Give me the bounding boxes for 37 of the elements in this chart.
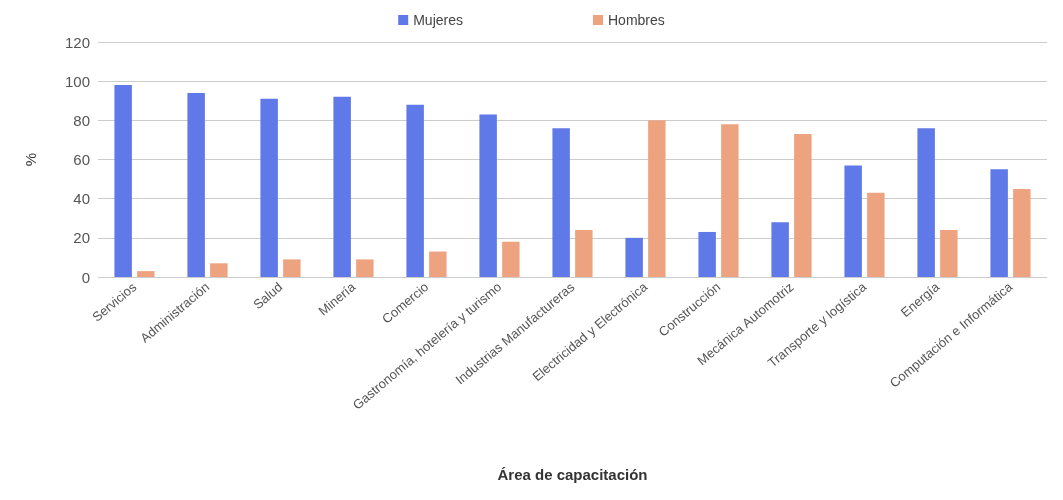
bar <box>1013 188 1031 277</box>
y-tick-label: 60 <box>73 151 90 168</box>
y-axis-title: % <box>22 152 39 167</box>
y-tick-label: 40 <box>73 190 90 208</box>
bar <box>867 192 885 277</box>
bar <box>721 124 739 277</box>
bar <box>356 259 374 277</box>
bar <box>114 85 132 277</box>
bar <box>794 134 812 277</box>
bar <box>502 241 520 277</box>
bar <box>479 114 497 277</box>
bar <box>333 96 351 277</box>
bar <box>771 222 789 277</box>
bar <box>406 104 424 277</box>
bar <box>210 263 228 277</box>
bar <box>648 120 666 277</box>
bar <box>429 251 447 277</box>
x-axis-title: Área de capacitación <box>497 466 648 483</box>
y-tick-label: 0 <box>81 268 90 286</box>
bar <box>844 165 862 277</box>
legend-label: Mujeres <box>413 12 463 28</box>
y-tick-label: 120 <box>64 33 90 51</box>
bar <box>283 259 301 277</box>
bar <box>137 271 155 277</box>
bar <box>187 92 205 277</box>
bar <box>552 128 570 277</box>
y-tick-label: 100 <box>64 72 90 90</box>
bar <box>990 169 1008 277</box>
bar <box>260 98 278 277</box>
y-tick-label: 80 <box>73 111 90 129</box>
bar <box>575 230 593 277</box>
bar <box>625 237 643 277</box>
bar <box>698 231 716 277</box>
bar <box>940 230 958 277</box>
bar <box>917 128 935 277</box>
legend-label: Hombres <box>608 12 665 28</box>
y-tick-label: 20 <box>73 229 90 247</box>
